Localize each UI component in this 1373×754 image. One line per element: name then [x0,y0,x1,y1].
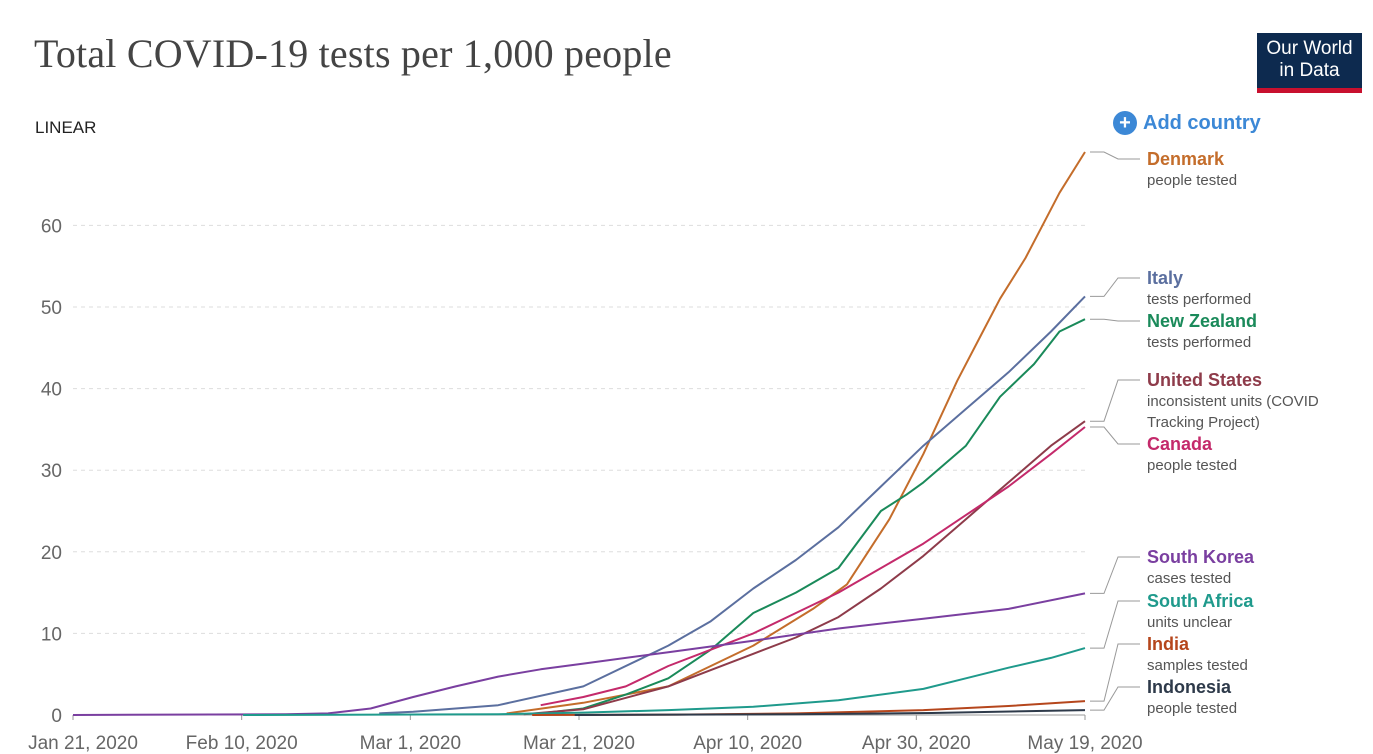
y-tick-label: 30 [41,461,62,482]
logo-line-2: in Data [1279,60,1340,81]
series-lines [72,151,1086,716]
x-tick-label: Jan 21, 2020 [28,733,138,754]
series-label-name[interactable]: South Korea [1147,547,1255,567]
owid-logo[interactable]: Our World in Data [1257,33,1362,93]
y-tick-label: 0 [51,706,62,727]
logo-line-1: Our World [1266,38,1353,59]
series-label-note: tests performed [1147,291,1251,308]
y-tick-label: 60 [41,216,62,237]
series-label-note: Tracking Project) [1147,414,1260,431]
x-tick-label: Apr 30, 2020 [862,733,971,754]
series-label-note: people tested [1147,172,1237,189]
label-connector [1090,686,1140,711]
series-label-note: inconsistent units (COVID [1147,393,1319,410]
x-tick-label: Feb 10, 2020 [186,733,298,754]
x-tick-label: Apr 10, 2020 [693,733,802,754]
series-line[interactable] [532,318,1086,716]
x-tick-label: Mar 1, 2020 [360,733,461,754]
x-tick-label: May 19, 2020 [1027,733,1142,754]
series-line[interactable] [540,426,1086,707]
grid-lines [73,224,1085,716]
series-label-note: people tested [1147,700,1237,717]
add-country-label: Add country [1143,111,1261,134]
label-connector [1090,318,1140,322]
series-line[interactable] [72,592,1086,716]
label-connector [1090,643,1140,702]
series-label-note: people tested [1147,457,1237,474]
scale-toggle[interactable]: LINEAR [35,118,97,137]
plus-circle-icon: + [1113,111,1137,135]
y-tick-label: 20 [41,543,62,564]
label-connector [1090,556,1140,594]
label-connector [1090,379,1140,422]
series-label-name[interactable]: Italy [1147,268,1183,288]
series-label-name[interactable]: Denmark [1147,149,1225,169]
series-label-note: cases tested [1147,570,1231,587]
series-label-name[interactable]: Canada [1147,434,1213,454]
series-label-name[interactable]: United States [1147,370,1262,390]
page-title: Total COVID-19 tests per 1,000 people [34,31,672,76]
series-label-note: units unclear [1147,614,1232,631]
series-labels: Denmark people tested Italy tests performed… [1090,149,1319,717]
add-country-button[interactable]: + Add country [1113,111,1261,135]
series-label-note: tests performed [1147,334,1251,351]
series-line[interactable] [523,420,1086,716]
label-connector [1090,151,1140,160]
x-axis: Jan 21, 2020 Feb 10, 2020 Mar 1, 2020 Mar 2… [28,715,1143,754]
y-tick-label: 50 [41,298,62,319]
series-line[interactable] [243,647,1086,716]
series-label-name[interactable]: New Zealand [1147,311,1257,331]
series-label-name[interactable]: Indonesia [1147,677,1232,697]
series-label-note: samples tested [1147,657,1248,674]
label-connector [1090,426,1140,445]
series-line[interactable] [574,709,1086,716]
label-connector [1090,600,1140,649]
series-line[interactable] [506,151,1086,715]
series-label-name[interactable]: South Africa [1147,591,1254,611]
label-connector [1090,277,1140,297]
series-label-name[interactable]: India [1147,634,1190,654]
y-tick-label: 40 [41,380,62,401]
y-axis: 0 10 20 30 40 50 60 [41,216,62,727]
x-tick-label: Mar 21, 2020 [523,733,635,754]
y-tick-label: 10 [41,624,62,645]
series-line[interactable] [379,295,1086,715]
